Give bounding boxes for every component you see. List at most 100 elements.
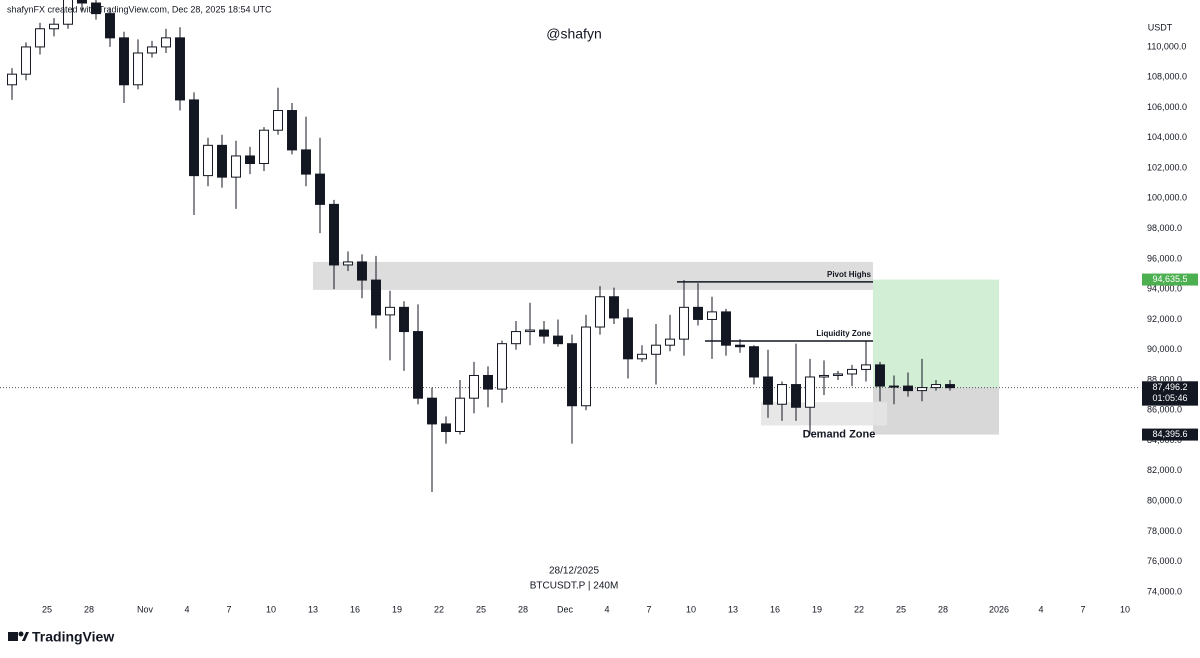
candle-body xyxy=(329,203,339,266)
candle-body xyxy=(567,343,577,407)
candle-body xyxy=(175,37,185,101)
y-tick-label: 88,000.0 xyxy=(1147,374,1182,384)
zone xyxy=(313,261,873,290)
candle-body xyxy=(413,331,423,399)
x-tick-label: 2026 xyxy=(989,604,1009,614)
x-tick-label: 7 xyxy=(646,604,651,614)
y-tick-label: 94,000.0 xyxy=(1147,284,1182,294)
candle-body xyxy=(21,46,31,75)
y-tick-label: 92,000.0 xyxy=(1147,314,1182,324)
candle-body xyxy=(903,385,913,392)
candle-body xyxy=(161,37,171,48)
x-tick-label: 25 xyxy=(42,604,52,614)
candle-body xyxy=(357,261,367,281)
x-tick-label: 13 xyxy=(308,604,318,614)
zone xyxy=(873,387,999,435)
candle-body xyxy=(7,73,17,86)
x-tick-label: 16 xyxy=(350,604,360,614)
candle-body xyxy=(637,353,647,360)
y-tick-label: 82,000.0 xyxy=(1147,465,1182,475)
x-tick-label: 4 xyxy=(184,604,189,614)
x-tick-label: 28 xyxy=(84,604,94,614)
candle-body xyxy=(245,155,255,165)
candle-body xyxy=(189,99,199,177)
price-label: 84,395.6 xyxy=(1152,429,1187,439)
candle-body xyxy=(91,2,101,15)
x-tick-label: 19 xyxy=(812,604,822,614)
price-label-box xyxy=(1142,428,1198,441)
x-tick-label: 22 xyxy=(434,604,444,614)
candle-body xyxy=(217,144,227,178)
price-label-box xyxy=(1142,273,1198,286)
x-tick-label: 7 xyxy=(1080,604,1085,614)
candle-body xyxy=(427,397,437,425)
x-tick-label: 25 xyxy=(896,604,906,614)
candle-body xyxy=(665,338,675,346)
zone xyxy=(761,402,887,426)
brand-name: TradingView xyxy=(32,629,114,645)
candle-body xyxy=(259,129,269,165)
candle-body xyxy=(483,374,493,390)
y-tick-label: 80,000.0 xyxy=(1147,496,1182,506)
candle-body xyxy=(693,306,703,320)
x-tick-label: 25 xyxy=(476,604,486,614)
price-label: 87,496.2 xyxy=(1152,382,1187,392)
y-tick-label: 100,000.0 xyxy=(1147,193,1187,203)
x-tick-label: 10 xyxy=(686,604,696,614)
candle-body xyxy=(231,155,241,178)
zone xyxy=(873,279,999,388)
candle-body xyxy=(875,364,885,387)
symbol-label: BTCUSDT.P | 240M xyxy=(530,581,619,592)
brand-logo: TradingView xyxy=(8,629,114,645)
x-tick-label: 4 xyxy=(604,604,609,614)
x-tick-label: 4 xyxy=(1038,604,1043,614)
x-tick-label: 7 xyxy=(226,604,231,614)
candle-body xyxy=(917,387,927,392)
candle-body xyxy=(385,306,395,316)
candle-body xyxy=(581,326,591,407)
y-tick-label: 106,000.0 xyxy=(1147,102,1187,112)
x-tick-label: 10 xyxy=(1120,604,1130,614)
x-tick-label: 28 xyxy=(518,604,528,614)
candle-body xyxy=(651,344,661,355)
candle-body xyxy=(469,374,479,399)
candle-body xyxy=(623,317,633,360)
x-tick-label: Nov xyxy=(137,604,154,614)
candle-body xyxy=(819,374,829,378)
y-tick-label: 104,000.0 xyxy=(1147,132,1187,142)
price-countdown: 01:05:46 xyxy=(1152,393,1187,403)
candle-body xyxy=(805,376,815,408)
candle-body xyxy=(553,335,563,345)
candle-body xyxy=(343,261,353,266)
candle-body xyxy=(791,384,801,408)
candle-body xyxy=(63,0,73,25)
zone-label: Demand Zone xyxy=(803,428,876,440)
x-tick-label: Dec xyxy=(557,604,574,614)
candle-body xyxy=(931,384,941,389)
candle-body xyxy=(119,37,129,86)
candle-body xyxy=(777,384,787,405)
candle-body xyxy=(847,368,857,375)
x-tick-label: 19 xyxy=(392,604,402,614)
candle-body xyxy=(399,306,409,333)
candle-body xyxy=(301,149,311,175)
candle-body xyxy=(763,376,773,405)
credit: shafynFX created with TradingView.com, D… xyxy=(7,4,272,14)
x-tick-label: 10 xyxy=(266,604,276,614)
candle-body xyxy=(203,144,213,177)
candle-body xyxy=(735,344,745,348)
candle-body xyxy=(371,279,381,316)
x-tick-label: 28 xyxy=(938,604,948,614)
candle-body xyxy=(455,397,465,432)
y-tick-label: 86,000.0 xyxy=(1147,405,1182,415)
y-tick-label: 96,000.0 xyxy=(1147,253,1182,263)
candle-body xyxy=(595,296,605,328)
candle-body xyxy=(315,173,325,205)
y-tick-label: 110,000.0 xyxy=(1147,41,1186,51)
candle-body xyxy=(721,311,731,346)
y-tick-label: 78,000.0 xyxy=(1147,526,1182,536)
candle-body xyxy=(147,46,157,54)
y-tick-label: 108,000.0 xyxy=(1147,72,1187,82)
candle-body xyxy=(945,384,955,389)
